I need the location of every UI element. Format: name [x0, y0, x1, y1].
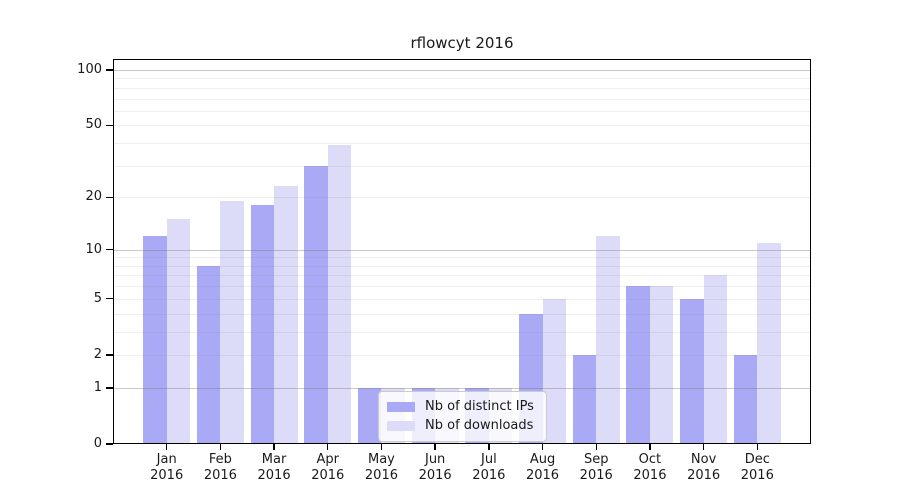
x-tick-mark: [219, 444, 222, 450]
y-tick-mark: [106, 354, 113, 356]
y-tick-mark: [106, 443, 113, 445]
bar-nov-downloads: [703, 275, 728, 444]
y-tick-mark: [106, 124, 113, 127]
bar-mar-downloads: [274, 186, 298, 444]
x-tick-mark: [702, 444, 705, 450]
bar-oct-distinct-ips: [626, 286, 650, 444]
x-tick-label: Sep 2016: [579, 452, 613, 483]
x-tick-mark: [541, 444, 544, 450]
legend: Nb of distinct IPs Nb of downloads: [378, 391, 547, 442]
bar-oct-downloads: [649, 286, 674, 444]
legend-label-downloads: Nb of downloads: [425, 418, 534, 434]
y-tick-label: 100: [77, 62, 102, 77]
legend-label-distinct-ips: Nb of distinct IPs: [425, 398, 534, 414]
x-tick-label: Aug 2016: [525, 452, 560, 483]
y-tick-label: 10: [85, 241, 102, 257]
x-tick-label: Apr 2016: [311, 452, 345, 483]
x-tick-mark: [273, 444, 275, 450]
chart-title: rflowcyt 2016: [410, 34, 514, 52]
legend-item-downloads: Nb of downloads: [387, 418, 538, 434]
bar-feb-distinct-ips: [196, 265, 221, 444]
legend-item-distinct-ips: Nb of distinct IPs: [387, 399, 538, 415]
bar-feb-downloads: [220, 201, 244, 444]
x-tick-label: Feb 2016: [203, 452, 237, 483]
bar-nov-distinct-ips: [680, 298, 704, 444]
y-tick-mark: [106, 248, 113, 251]
bar-sep-downloads: [596, 236, 620, 444]
x-tick-label: May 2016: [364, 452, 398, 483]
x-tick-label: Nov 2016: [687, 452, 721, 483]
y-tick-mark: [106, 387, 113, 389]
x-tick-mark: [595, 444, 597, 450]
x-tick-mark: [165, 444, 168, 450]
legend-swatch-distinct-ips: [387, 401, 415, 412]
x-tick-mark: [649, 444, 651, 450]
y-tick-label: 50: [85, 117, 102, 133]
x-tick-mark: [380, 444, 383, 450]
x-tick-label: Oct 2016: [633, 452, 667, 483]
x-tick-label: Jun 2016: [418, 452, 452, 483]
x-tick-mark: [488, 444, 490, 450]
bar-dec-downloads: [757, 242, 781, 444]
bar-sep-distinct-ips: [572, 354, 597, 444]
x-tick-mark: [327, 444, 329, 450]
bar-mar-distinct-ips: [250, 205, 275, 444]
x-tick-mark: [434, 444, 436, 450]
legend-swatch-downloads: [387, 421, 415, 432]
x-tick-label: Jan 2016: [150, 452, 184, 483]
x-tick-label: Jul 2016: [472, 452, 506, 483]
y-tick-mark: [106, 69, 113, 71]
y-tick-label: 20: [85, 189, 102, 205]
bar-dec-distinct-ips: [733, 354, 758, 444]
y-tick-label: 1: [93, 379, 102, 395]
x-tick-label: Mar 2016: [257, 452, 291, 483]
bar-jan-distinct-ips: [143, 236, 167, 444]
y-tick-label: 5: [93, 290, 102, 306]
bar-jan-downloads: [166, 219, 191, 444]
x-tick-label: Dec 2016: [740, 452, 774, 483]
y-tick-mark: [106, 298, 113, 300]
y-tick-label: 2: [93, 346, 102, 362]
y-tick-label: 0: [93, 436, 102, 451]
bar-apr-distinct-ips: [304, 165, 328, 444]
bar-aug-downloads: [542, 298, 567, 444]
bar-apr-downloads: [327, 145, 352, 444]
x-tick-mark: [756, 444, 758, 450]
bar-may-distinct-ips: [357, 387, 382, 444]
y-tick-mark: [106, 196, 113, 198]
